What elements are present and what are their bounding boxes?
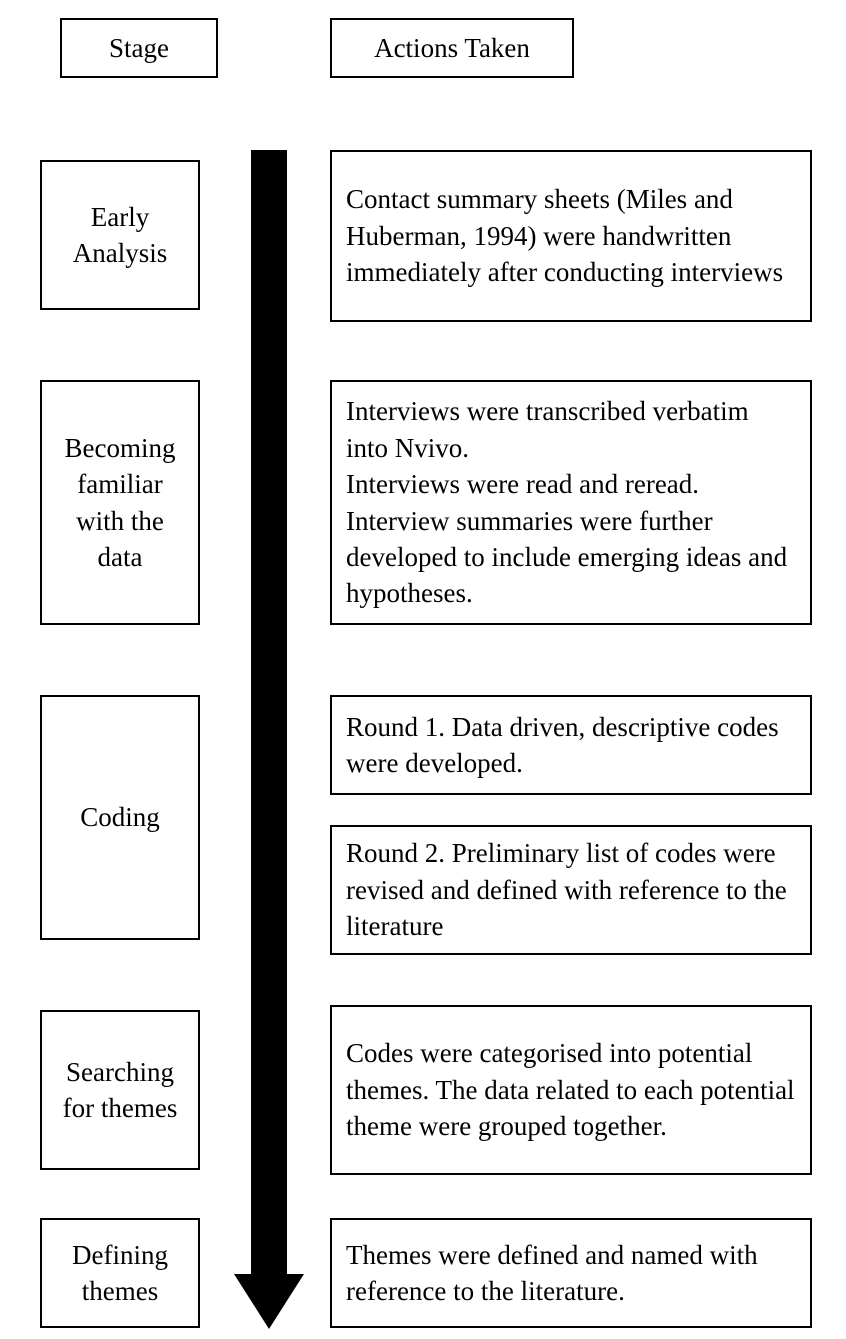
action-becoming-familiar: Interviews were transcribed verbatim int… [330,380,812,625]
stage-defining-themes: Defining themes [40,1218,200,1328]
stage-label: Early Analysis [73,199,168,272]
stage-searching-themes: Searching for themes [40,1010,200,1170]
action-text: Themes were defined and named with refer… [346,1237,796,1310]
action-coding-1: Round 1. Data driven, descriptive codes … [330,695,812,795]
action-text: Round 2. Preliminary list of codes were … [346,835,796,944]
stage-label: Searching for themes [63,1054,178,1127]
stage-label: Coding [80,799,160,835]
header-actions-label: Actions Taken [374,30,530,66]
header-actions: Actions Taken [330,18,574,78]
action-searching: Codes were categorised into potential th… [330,1005,812,1175]
action-text: Contact summary sheets (Miles and Huberm… [346,181,796,290]
action-coding-2: Round 2. Preliminary list of codes were … [330,825,812,955]
header-stage: Stage [60,18,218,78]
stage-early-analysis: Early Analysis [40,160,200,310]
action-text: Codes were categorised into potential th… [346,1035,796,1144]
stage-coding: Coding [40,695,200,940]
stage-label: Becoming familiar with the data [65,430,176,576]
action-early-analysis: Contact summary sheets (Miles and Huberm… [330,150,812,322]
arrow-head [234,1274,304,1329]
stage-label: Defining themes [72,1237,168,1310]
stage-becoming-familiar: Becoming familiar with the data [40,380,200,625]
action-text: Interviews were transcribed verbatim int… [346,393,796,612]
action-defining: Themes were defined and named with refer… [330,1218,812,1328]
header-stage-label: Stage [109,30,169,66]
action-text: Round 1. Data driven, descriptive codes … [346,709,796,782]
arrow-shaft [251,150,287,1274]
